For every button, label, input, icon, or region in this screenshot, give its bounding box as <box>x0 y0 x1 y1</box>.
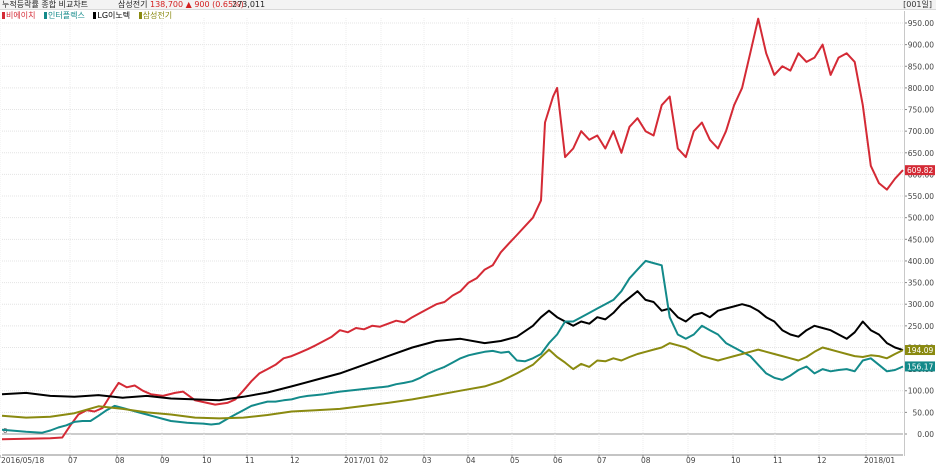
volume-value: 273,011 <box>232 0 266 9</box>
x-tick-label: 02 <box>379 456 389 464</box>
y-tick-label: 650.00 <box>908 149 934 158</box>
price-info: 138,700 ▲ 900 (0.65%) <box>150 0 244 9</box>
y-axis: 950.00 900.00 850.00 800.00 750.00 700.00 650.… <box>904 19 934 439</box>
x-tick-label: 08 <box>115 456 125 464</box>
last-value-labels: 609.82 194.09 156.17 <box>905 165 935 372</box>
x-tick-label: 11 <box>773 456 783 464</box>
x-tick-label: 05 <box>510 456 520 464</box>
legend-swatch <box>44 12 47 19</box>
last-value-label: 156.17 <box>907 362 933 371</box>
legend-item-interflex[interactable]: 인터플렉스 <box>44 11 85 21</box>
x-tick-label: 09 <box>686 456 696 464</box>
last-value-badge <box>905 345 935 356</box>
y-tick-label: 450.00 <box>908 235 934 244</box>
x-tick-label: 2018/01 <box>864 456 895 464</box>
legend-item-semco[interactable]: 삼성전기 <box>138 11 173 21</box>
legend-item-bh[interactable]: 비에이치 <box>2 11 35 21</box>
y-tick-label: 700.00 <box>908 127 934 136</box>
x-tick-label: 04 <box>466 456 476 464</box>
y-tick-label: 100.00 <box>908 387 934 396</box>
period-selector[interactable]: [001일] <box>903 0 932 9</box>
series-line-비에이치[interactable] <box>1 17 904 441</box>
y-tick-label: 250.00 <box>908 322 934 331</box>
x-tick-label: 09 <box>160 456 170 464</box>
y-tick-label: 0.00 <box>917 430 934 439</box>
y-tick-label: 900.00 <box>908 41 934 50</box>
last-value-badge <box>905 165 935 176</box>
x-tick-label: 12 <box>817 456 827 464</box>
y-tick-label: 350.00 <box>908 279 934 288</box>
y-tick-label: 550.00 <box>908 192 934 201</box>
x-tick-label: 06 <box>553 456 563 464</box>
legend-swatch <box>2 12 5 19</box>
x-tick-label: 10 <box>731 456 741 464</box>
legend-swatch <box>93 12 97 19</box>
x-tick-label: 08 <box>641 456 651 464</box>
legend-item-lginnotek[interactable]: LG이노텍 <box>93 11 130 21</box>
y-tick-label: 850.00 <box>908 62 934 71</box>
last-value-label: 609.82 <box>907 166 933 175</box>
series-lines <box>1 17 904 441</box>
legend-label: 비에이치 <box>6 11 36 20</box>
y-axis-divider <box>904 11 905 456</box>
series-line-LG이노텍[interactable] <box>1 290 904 402</box>
x-tick-label: 11 <box>245 456 255 464</box>
series-line-인터플렉스[interactable] <box>1 259 904 434</box>
series-line-삼성전기[interactable] <box>1 342 904 420</box>
x-tick-label: 2017/01 <box>344 456 375 464</box>
x-tick-label: 07 <box>597 456 607 464</box>
chart-header: 누적등락률 종합 비교차트 삼성전기 138,700 ▲ 900 (0.65%)… <box>0 0 936 10</box>
legend-label: LG이노텍 <box>97 11 131 20</box>
x-tick-label: 03 <box>422 456 432 464</box>
y-tick-label: 300.00 <box>908 300 934 309</box>
zero-line-label: 0 <box>3 427 7 435</box>
y-tick-label: 400.00 <box>908 257 934 266</box>
chart-legend: 비에이치 인터플렉스 LG이노텍 삼성전기 <box>2 11 178 21</box>
y-tick-label: 50.00 <box>913 408 935 417</box>
grid-lines: 0 <box>0 18 903 455</box>
y-tick-label: 750.00 <box>908 106 934 115</box>
x-tick-label: 12 <box>290 456 300 464</box>
x-tick-label: 10 <box>202 456 212 464</box>
x-tick-label: 2016/05/18 <box>1 456 44 464</box>
x-axis: 2016/05/18 07 08 09 10 11 12 2017/01 02 03 04 05 06 0… <box>0 454 903 464</box>
chart-title: 누적등락률 종합 비교차트 <box>2 0 89 9</box>
x-tick-label: 07 <box>68 456 78 464</box>
y-tick-label: 950.00 <box>908 19 934 28</box>
stock-name: 삼성전기 <box>118 0 148 9</box>
legend-swatch <box>138 12 142 19</box>
legend-label: 인터플렉스 <box>48 11 85 20</box>
last-value-label: 194.09 <box>907 346 933 355</box>
y-tick-label: 800.00 <box>908 84 934 93</box>
last-value-badge <box>905 361 935 372</box>
y-tick-label: 500.00 <box>908 214 934 223</box>
legend-label: 삼성전기 <box>142 11 173 20</box>
